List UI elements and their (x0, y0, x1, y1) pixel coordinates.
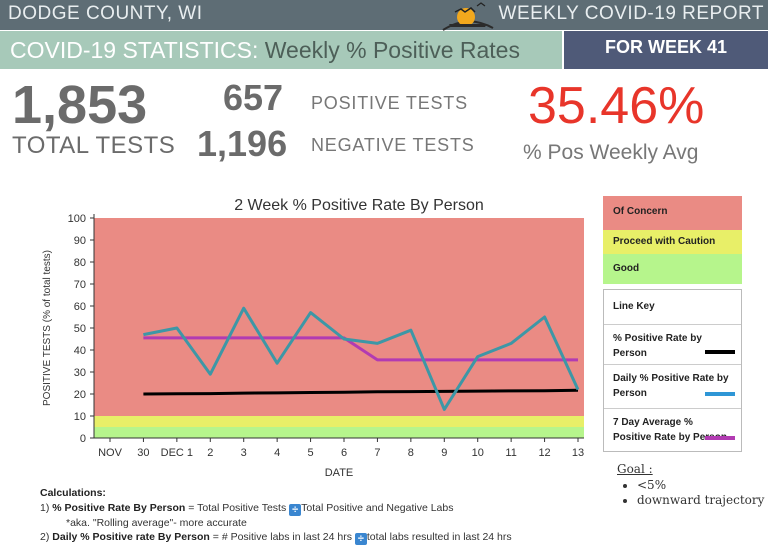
y-tick-label: 80 (74, 257, 86, 269)
calc-line-1-denominator: Total Positive and Negative Labs (301, 501, 454, 514)
calculations: Calculations: 1) % Positive Rate By Pers… (40, 486, 512, 545)
line-key-item-7day-label: 7 Day Average % Positive Rate by Person (613, 417, 727, 443)
negative-tests-label: NEGATIVE TESTS (311, 135, 475, 155)
week-badge: FOR WEEK 41 (564, 31, 768, 69)
goal-item: <5% (637, 478, 764, 493)
weekly-avg-label: % Pos Weekly Avg (523, 141, 699, 164)
line-key-item-daily-label: Daily % Positive Rate by Person (613, 373, 729, 399)
line-key-title: Line Key (613, 301, 655, 312)
x-tick-label: 11 (505, 447, 516, 459)
line-key-item-7day: 7 Day Average % Positive Rate by Person (604, 408, 741, 452)
x-tick-label: 3 (241, 447, 247, 459)
x-axis-label: DATE (325, 467, 354, 479)
legend-zone-good: Good (603, 254, 742, 284)
report-title: WEEKLY COVID-19 REPORT (498, 3, 764, 24)
x-tick-label: 13 (572, 447, 584, 459)
line-key-item-rate: % Positive Rate by Person (604, 324, 741, 364)
x-tick-label: 12 (538, 447, 550, 459)
stats-title-bar: COVID-19 STATISTICS: Weekly % Positive R… (0, 31, 562, 69)
calc-line-1-note: *aka. "Rolling average"- more accurate (66, 516, 247, 529)
x-tick-label: 5 (308, 447, 314, 459)
y-tick-label: 100 (68, 213, 86, 225)
y-tick-label: 10 (74, 411, 86, 423)
x-tick-label: 6 (341, 447, 347, 459)
calc-line-2: 2) Daily % Positive rate By Person = # P… (40, 530, 512, 545)
y-tick-label: 20 (74, 389, 86, 401)
legend-zone-caution: Proceed with Caution (603, 230, 742, 254)
calc-line-1-label: % Positive Rate By Person (52, 501, 186, 514)
calc-line-2-denominator: total labs resulted in last 24 hrs (366, 531, 512, 543)
line-key: Line Key % Positive Rate by Person Daily… (603, 289, 742, 452)
band-of-concern (94, 218, 584, 416)
divide-icon: ÷ (289, 503, 302, 516)
line-key-swatch-black (705, 350, 735, 354)
y-tick-label: 60 (74, 301, 86, 313)
x-tick-label: 9 (441, 447, 447, 459)
goal-box: Goal : <5% downward trajectory (617, 462, 764, 508)
goal-title: Goal : (617, 462, 653, 476)
y-tick-label: 90 (74, 235, 86, 247)
x-tick-label: 2 (207, 447, 213, 459)
title-sub: Weekly % Positive Rates (264, 37, 520, 63)
positive-rate-chart: 2 Week % Positive Rate By Person 0 10 20 30 4… (42, 197, 584, 479)
calc-line-1-numerator: = Total Positive Tests (188, 501, 287, 514)
county-name: DODGE COUNTY, WI (8, 3, 203, 24)
y-tick-label: 40 (74, 345, 86, 357)
x-tick-label: 10 (472, 447, 484, 459)
calculations-title: Calculations: (40, 487, 106, 499)
band-proceed-with-caution (94, 416, 584, 427)
total-tests-label: TOTAL TESTS (12, 132, 176, 159)
positive-tests-value: 657 (223, 77, 284, 118)
page-title: COVID-19 STATISTICS: Weekly % Positive R… (10, 37, 520, 64)
band-good (94, 427, 584, 438)
y-tick-label: 70 (74, 279, 86, 291)
top-banner: DODGE COUNTY, WI WEEKLY COVID-19 REPORT (0, 0, 768, 30)
x-tick-label: 7 (374, 447, 380, 459)
positive-tests-label: POSITIVE TESTS (311, 93, 468, 113)
divide-icon: ÷ (354, 533, 367, 545)
x-tick-label: 4 (274, 447, 280, 459)
calc-line-2-numerator: = # Positive labs in last 24 hrs (212, 531, 352, 543)
series-rate-by-person-line (143, 388, 579, 396)
legend-zone-concern: Of Concern (603, 196, 742, 230)
title-main: COVID-19 STATISTICS: (10, 37, 259, 63)
y-axis-label: POSITIVE TESTS (% of total tests) (42, 250, 53, 406)
y-tick-label: 30 (74, 367, 86, 379)
negative-tests-value: 1,196 (197, 123, 288, 164)
x-tick-label: NOV (98, 447, 123, 459)
x-tick-label: 8 (408, 447, 414, 459)
line-key-swatch-purple (705, 436, 735, 440)
y-tick-label: 0 (80, 433, 86, 445)
calc-line-1-num: 1) (40, 501, 50, 514)
line-key-swatch-blue (705, 392, 735, 396)
goal-list: <5% downward trajectory (637, 478, 764, 508)
line-key-item-rate-label: % Positive Rate by Person (613, 333, 702, 359)
total-tests-value: 1,853 (12, 75, 148, 135)
line-key-item-daily: Daily % Positive Rate by Person (604, 364, 741, 408)
chart-title: 2 Week % Positive Rate By Person (234, 197, 484, 214)
county-logo-icon (442, 2, 494, 31)
goal-item: downward trajectory (637, 493, 764, 508)
y-tick-label: 50 (74, 323, 86, 335)
series-daily-rate-line (143, 306, 580, 411)
series-7day-avg-line (143, 336, 578, 362)
week-label: FOR WEEK 41 (604, 37, 728, 57)
calc-line-1: 1) % Positive Rate By Person = Total Pos… (40, 501, 512, 516)
x-tick-label: 30 (137, 447, 149, 459)
x-tick-label: DEC 1 (161, 447, 193, 459)
calc-line-2-num: 2) (40, 531, 50, 543)
weekly-avg-value: 35.46% (528, 77, 705, 135)
calc-line-2-label: Daily % Positive rate By Person (52, 531, 210, 543)
